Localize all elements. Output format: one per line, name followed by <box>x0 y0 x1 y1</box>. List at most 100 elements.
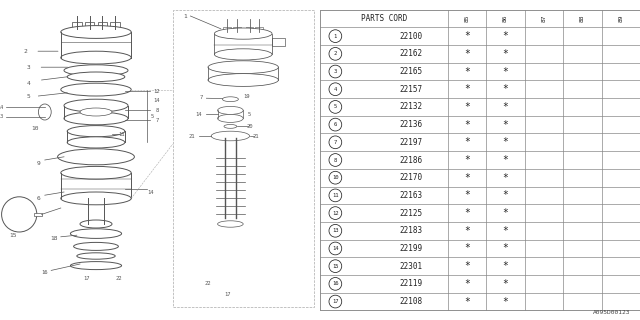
Circle shape <box>329 136 342 149</box>
Text: *: * <box>464 244 470 253</box>
Circle shape <box>329 47 342 60</box>
Text: 15: 15 <box>332 264 339 269</box>
Text: 22183: 22183 <box>399 226 423 235</box>
Text: 14: 14 <box>195 112 202 117</box>
Bar <box>255 27 263 32</box>
Text: 21: 21 <box>253 133 259 139</box>
Text: *: * <box>502 279 509 289</box>
Text: 22: 22 <box>205 281 211 286</box>
Text: 22165: 22165 <box>399 67 423 76</box>
Text: 7: 7 <box>333 140 337 145</box>
Text: 5: 5 <box>150 114 154 119</box>
Text: *: * <box>464 67 470 76</box>
Text: PARTS CORD: PARTS CORD <box>361 14 407 23</box>
Text: 21: 21 <box>189 133 195 139</box>
Text: 87: 87 <box>541 15 547 22</box>
Text: 22132: 22132 <box>399 102 423 111</box>
Text: *: * <box>464 120 470 130</box>
Text: 89: 89 <box>618 15 623 22</box>
Text: *: * <box>502 297 509 307</box>
Text: 13: 13 <box>0 114 3 119</box>
Bar <box>97 22 107 29</box>
Text: A095D00123: A095D00123 <box>593 310 630 315</box>
Text: 14: 14 <box>332 246 339 251</box>
Text: *: * <box>502 137 509 147</box>
Circle shape <box>1 197 36 232</box>
Circle shape <box>329 65 342 78</box>
Text: 22186: 22186 <box>399 156 423 164</box>
Text: 9: 9 <box>36 161 40 166</box>
Text: *: * <box>464 190 470 200</box>
Text: 8: 8 <box>333 157 337 163</box>
Text: 22157: 22157 <box>399 85 423 94</box>
Circle shape <box>329 277 342 290</box>
Text: 12: 12 <box>154 89 160 94</box>
Text: *: * <box>464 208 470 218</box>
Text: 16: 16 <box>332 281 339 286</box>
Text: 88: 88 <box>580 15 585 22</box>
Ellipse shape <box>211 131 250 141</box>
Ellipse shape <box>224 124 237 128</box>
Text: 22162: 22162 <box>399 49 423 58</box>
Circle shape <box>329 171 342 184</box>
Bar <box>110 22 120 29</box>
Text: *: * <box>464 173 470 183</box>
Ellipse shape <box>70 229 122 238</box>
Text: *: * <box>502 173 509 183</box>
Text: *: * <box>464 31 470 41</box>
Text: 22199: 22199 <box>399 244 423 253</box>
Text: *: * <box>502 102 509 112</box>
Text: 17: 17 <box>224 292 230 297</box>
Text: 10: 10 <box>332 175 339 180</box>
Text: 22163: 22163 <box>399 191 423 200</box>
Text: 1: 1 <box>333 34 337 39</box>
Text: *: * <box>502 244 509 253</box>
Text: 86: 86 <box>503 15 508 22</box>
Ellipse shape <box>223 97 238 102</box>
Bar <box>84 22 94 29</box>
Text: 17: 17 <box>332 299 339 304</box>
Ellipse shape <box>61 51 131 64</box>
Circle shape <box>329 260 342 273</box>
Text: 11: 11 <box>332 193 339 198</box>
Ellipse shape <box>208 74 278 86</box>
Text: *: * <box>464 102 470 112</box>
Text: 14: 14 <box>147 189 154 195</box>
Bar <box>272 38 285 46</box>
Ellipse shape <box>58 149 134 165</box>
Text: *: * <box>502 226 509 236</box>
Ellipse shape <box>38 104 51 120</box>
Ellipse shape <box>80 220 112 228</box>
Circle shape <box>329 154 342 166</box>
Circle shape <box>329 100 342 113</box>
Text: *: * <box>502 155 509 165</box>
Circle shape <box>329 207 342 220</box>
Text: *: * <box>502 208 509 218</box>
Text: 12: 12 <box>332 211 339 216</box>
Ellipse shape <box>67 72 125 82</box>
Text: *: * <box>502 31 509 41</box>
Bar <box>246 27 253 32</box>
Ellipse shape <box>214 49 272 60</box>
Text: 20: 20 <box>246 124 253 129</box>
Text: 22136: 22136 <box>399 120 423 129</box>
Text: 5: 5 <box>27 93 31 99</box>
Text: *: * <box>464 49 470 59</box>
Text: 22100: 22100 <box>399 32 423 41</box>
Text: 22: 22 <box>115 276 122 281</box>
Circle shape <box>329 189 342 202</box>
Ellipse shape <box>61 26 131 38</box>
Text: 15: 15 <box>9 233 17 238</box>
Text: *: * <box>464 279 470 289</box>
Circle shape <box>329 242 342 255</box>
Text: 3: 3 <box>333 69 337 74</box>
Text: *: * <box>502 49 509 59</box>
Text: *: * <box>464 137 470 147</box>
Text: 2: 2 <box>333 51 337 56</box>
Text: *: * <box>464 261 470 271</box>
Bar <box>233 27 241 32</box>
Text: *: * <box>502 120 509 130</box>
Ellipse shape <box>80 108 112 116</box>
Bar <box>34 213 42 216</box>
Text: 11: 11 <box>118 132 125 137</box>
